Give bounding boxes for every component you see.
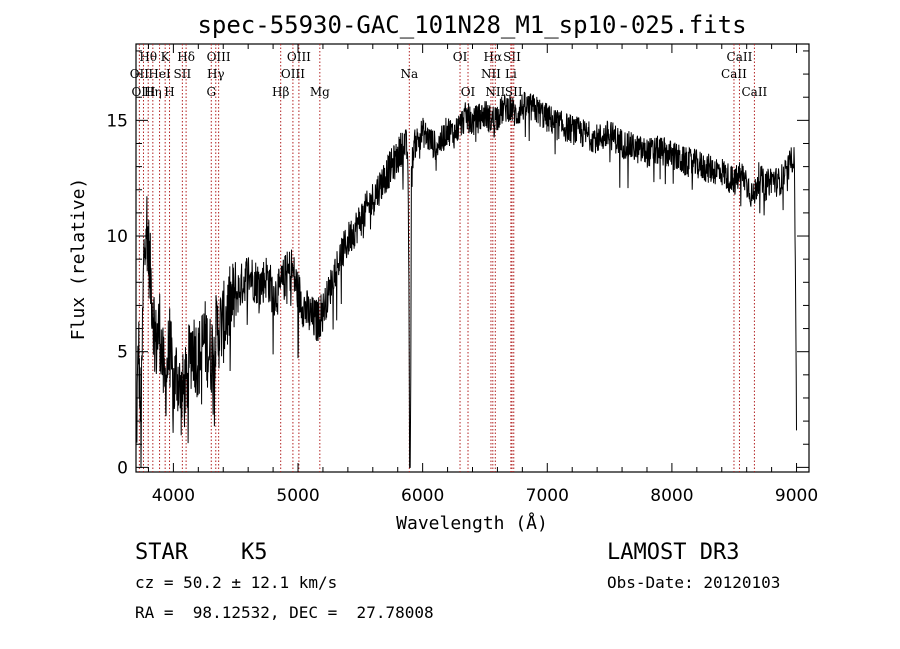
survey-name: LAMOST DR3 — [607, 540, 740, 565]
plot-frame — [135, 43, 810, 473]
line-marker-label: OIII — [131, 85, 155, 99]
line-marker-label: CaII — [741, 85, 767, 99]
x-tick-label: 9000 — [775, 486, 818, 506]
line-marker-label: CaII — [727, 50, 753, 64]
line-marker-label: Hα — [484, 50, 503, 64]
x-tick-label: 8000 — [650, 486, 693, 506]
line-marker-label: NII — [485, 85, 505, 99]
line-marker-label: H — [164, 85, 174, 99]
line-marker-label: HeI — [148, 67, 171, 81]
axis-ticks: 4000 5000 6000 7000 8000 9000 0 5 10 15 — [106, 44, 818, 506]
line-marker-label: K — [161, 50, 171, 64]
object-subclass: K5 — [241, 540, 268, 565]
object-class: STAR — [135, 540, 188, 565]
line-marker-label: SII — [505, 85, 523, 99]
redshift-velocity: cz = 50.2 ± 12.1 km/s — [135, 573, 338, 592]
x-tick-label: 5000 — [276, 486, 319, 506]
line-marker-label: OIII — [287, 50, 311, 64]
line-marker-label: Hθ — [139, 50, 157, 64]
y-tick-label: 10 — [106, 227, 128, 247]
line-marker-label: OI — [453, 50, 468, 64]
y-tick-label: 0 — [117, 458, 128, 478]
line-marker-label: SII — [503, 50, 521, 64]
x-tick-label: 6000 — [401, 486, 444, 506]
line-marker-label: G — [206, 85, 216, 99]
line-marker-label: Hγ — [207, 67, 225, 81]
y-axis-label: Flux (relative) — [68, 178, 89, 341]
line-marker-label: Mg — [310, 85, 330, 99]
line-marker-label: Li — [505, 67, 517, 81]
line-marker-label: SII — [174, 67, 192, 81]
x-tick-label: 4000 — [152, 486, 195, 506]
line-marker-label: Hη — [144, 85, 162, 99]
x-tick-label: 7000 — [526, 486, 569, 506]
line-marker-label: CaII — [721, 67, 747, 81]
y-tick-label: 5 — [117, 343, 128, 363]
observation-date: Obs-Date: 20120103 — [607, 573, 781, 592]
line-marker-label: OIII — [281, 67, 305, 81]
y-tick-label: 15 — [106, 111, 128, 131]
line-marker-label: Hδ — [177, 50, 195, 64]
line-marker-label: OIII — [207, 50, 231, 64]
spectrum-line — [135, 91, 797, 469]
line-marker-label: Na — [400, 67, 418, 81]
x-axis-label: Wavelength (Å) — [396, 512, 548, 534]
line-marker-label: OI — [461, 85, 476, 99]
coordinates: RA = 98.12532, DEC = 27.78008 — [135, 603, 434, 622]
line-marker-label: NII — [481, 67, 501, 81]
chart-title: spec-55930-GAC_101N28_M1_sp10-025.fits — [197, 11, 746, 39]
line-marker-label: Hβ — [272, 85, 289, 99]
